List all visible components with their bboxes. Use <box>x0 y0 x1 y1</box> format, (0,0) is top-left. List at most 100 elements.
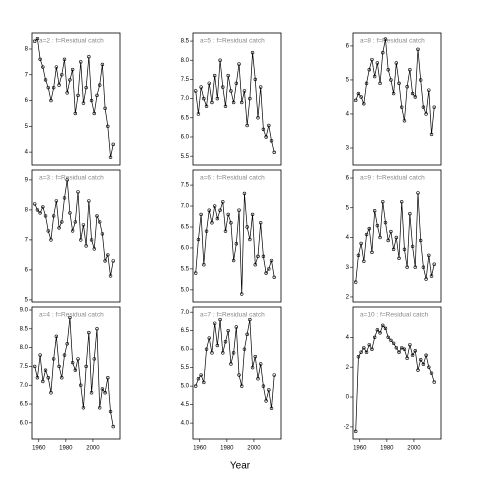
data-point <box>410 353 415 357</box>
data-point <box>405 265 409 269</box>
data-point <box>418 78 423 82</box>
data-point <box>394 346 399 350</box>
data-point <box>391 91 396 96</box>
data-point <box>400 105 404 109</box>
panel-title: a=4 : f=Residual catch <box>39 312 104 319</box>
y-tick-label: 2 <box>346 365 350 371</box>
data-point <box>68 211 72 215</box>
data-point <box>79 238 83 242</box>
data-point <box>46 376 50 380</box>
data-point <box>359 241 363 246</box>
data-point <box>258 221 263 225</box>
data-point <box>367 226 371 231</box>
data-point <box>367 343 371 347</box>
data-point <box>68 315 72 320</box>
data-point <box>95 214 99 218</box>
data-point <box>106 253 110 257</box>
y-tick-label: 8 <box>25 47 29 53</box>
data-point <box>432 262 436 266</box>
y-tick-label: 5 <box>25 297 29 303</box>
data-point <box>248 96 252 101</box>
data-point <box>424 112 428 116</box>
data-point <box>402 347 407 351</box>
data-point <box>354 98 358 103</box>
data-point <box>427 88 431 92</box>
data-point <box>87 330 91 335</box>
data-point <box>410 91 415 96</box>
data-point <box>199 373 203 377</box>
data-point <box>402 119 407 123</box>
data-point <box>372 209 377 213</box>
data-point <box>57 226 61 230</box>
data-point <box>237 62 241 66</box>
y-tick-label: 8 <box>25 207 29 213</box>
data-point <box>111 142 115 147</box>
data-point <box>73 111 78 116</box>
data-point <box>223 340 228 344</box>
data-point <box>356 253 361 258</box>
data-point <box>237 208 241 212</box>
x-tick-label: 1980 <box>220 446 234 452</box>
data-point <box>248 317 252 322</box>
data-point <box>375 61 380 65</box>
data-point <box>108 409 113 414</box>
data-point <box>354 280 358 284</box>
data-point <box>410 244 415 249</box>
data-point <box>248 237 252 242</box>
data-point <box>356 91 361 96</box>
y-tick-label: 5.5 <box>181 365 190 371</box>
data-point <box>370 57 374 62</box>
data-point <box>408 68 412 72</box>
data-point <box>256 116 260 120</box>
data-point <box>218 317 222 322</box>
data-point <box>250 212 255 217</box>
data-point <box>242 89 247 93</box>
data-point <box>272 150 276 155</box>
data-point <box>33 39 37 43</box>
data-point <box>84 244 88 248</box>
data-point <box>73 368 78 372</box>
y-tick-label: 7.5 <box>181 183 190 189</box>
data-point <box>416 47 420 52</box>
panel-frame <box>352 169 442 303</box>
y-tick-label: 6.5 <box>181 328 190 334</box>
data-point <box>421 105 426 109</box>
data-point <box>194 271 198 275</box>
data-point <box>212 73 217 78</box>
data-point <box>261 127 266 132</box>
panel-frame <box>352 32 442 166</box>
data-point <box>256 254 260 259</box>
y-tick-label: 5.0 <box>181 384 190 390</box>
y-tick-label: 6.0 <box>181 135 190 141</box>
panel-title: a=2 : f=Residual catch <box>39 38 104 45</box>
x-tick-label: 2000 <box>407 446 421 452</box>
data-point <box>81 223 86 227</box>
data-point <box>405 356 409 360</box>
y-tick-label: 6 <box>346 44 350 50</box>
x-tick-label: 1960 <box>32 446 46 452</box>
data-point <box>364 81 369 86</box>
data-point <box>62 57 67 61</box>
data-point <box>386 238 390 243</box>
y-tick-label: 6.0 <box>20 420 29 426</box>
data-point <box>60 220 64 224</box>
y-tick-label: 5.0 <box>181 287 190 293</box>
x-tick-label: 1980 <box>59 446 73 452</box>
data-point <box>87 55 91 59</box>
data-point <box>413 265 417 269</box>
panel-title: a=5 : f=Residual catch <box>200 38 265 45</box>
data-point <box>264 135 268 139</box>
data-point <box>221 351 225 355</box>
data-point <box>76 190 80 194</box>
data-point <box>81 101 86 105</box>
data-point <box>375 328 380 332</box>
y-tick-label: 4 <box>346 235 350 241</box>
y-tick-label: 7.0 <box>181 204 190 210</box>
data-point <box>223 229 228 233</box>
data-point <box>194 384 198 388</box>
data-point <box>240 384 244 388</box>
data-point <box>240 100 244 105</box>
data-point <box>261 254 266 259</box>
data-point <box>402 247 407 252</box>
data-point <box>35 36 40 41</box>
